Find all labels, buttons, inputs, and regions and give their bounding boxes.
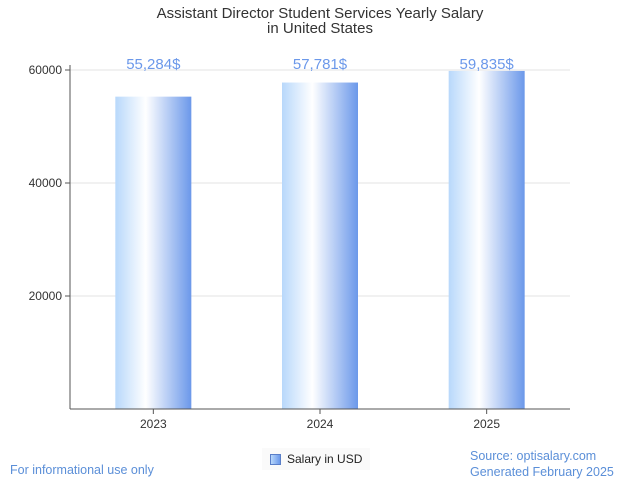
y-tick-label: 60000 — [29, 63, 63, 77]
data-label: 59,835$ — [460, 56, 515, 73]
legend[interactable]: Salary in USD — [262, 448, 371, 470]
source-text: Source: optisalary.com — [470, 449, 597, 463]
data-label: 55,284$ — [126, 56, 181, 73]
disclaimer-text: For informational use only — [10, 463, 154, 477]
x-tick-label: 2023 — [140, 417, 167, 431]
data-label: 57,781$ — [293, 56, 348, 73]
chart-title-line-1: Assistant Director Student Services Year… — [157, 5, 484, 22]
legend-swatch-icon — [270, 453, 281, 465]
y-tick-label: 40000 — [29, 176, 63, 190]
x-tick-label: 2025 — [473, 417, 500, 431]
x-tick-label: 2024 — [307, 417, 334, 431]
bar[interactable] — [282, 82, 358, 409]
bars — [115, 70, 525, 410]
legend-label: Salary in USD — [287, 452, 363, 466]
bar[interactable] — [448, 70, 525, 409]
y-tick-label: 20000 — [29, 289, 63, 303]
bar[interactable] — [115, 96, 192, 410]
footer-credits: Source: optisalary.com Generated Februar… — [470, 448, 614, 480]
chart-title-line-2: in United States — [267, 20, 373, 37]
labels: 55,284$ 57,781$ 59,835$ — [126, 56, 514, 73]
generated-text: Generated February 2025 — [470, 465, 614, 479]
axes: 20000 40000 60000 2023 2024 2025 — [29, 63, 570, 431]
